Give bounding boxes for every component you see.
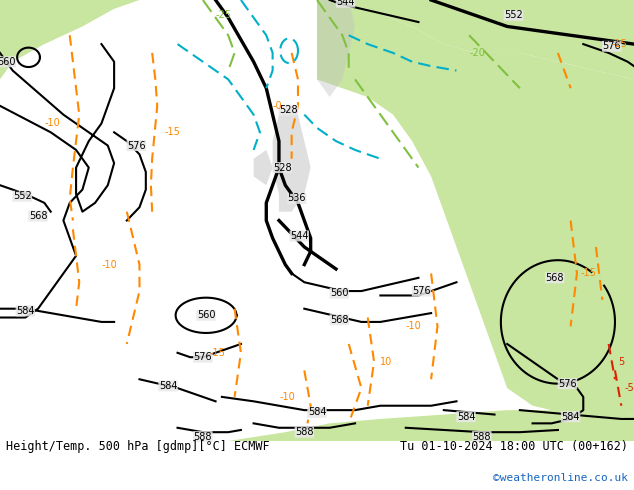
Text: 576: 576	[412, 286, 431, 296]
Polygon shape	[228, 410, 634, 441]
Text: 588: 588	[295, 427, 314, 437]
Text: 568: 568	[330, 315, 349, 325]
Text: -10: -10	[279, 392, 295, 402]
Text: -0: -0	[273, 101, 282, 111]
Text: -15: -15	[580, 269, 596, 278]
Text: -20: -20	[469, 48, 485, 58]
Text: -5: -5	[624, 383, 634, 393]
Text: -15: -15	[165, 127, 181, 137]
Text: 528: 528	[279, 105, 298, 115]
Text: 544: 544	[290, 231, 309, 241]
Text: 568: 568	[29, 211, 48, 221]
Text: 560: 560	[197, 310, 216, 320]
Text: 576: 576	[127, 141, 146, 150]
Text: Tu 01-10-2024 18:00 UTC (00+162): Tu 01-10-2024 18:00 UTC (00+162)	[399, 440, 628, 453]
Text: 568: 568	[545, 273, 564, 283]
Text: 560: 560	[0, 57, 16, 67]
Text: 10: 10	[380, 357, 392, 367]
Text: -10: -10	[406, 321, 422, 331]
Text: 552: 552	[13, 191, 32, 201]
Polygon shape	[317, 0, 634, 415]
Text: 576: 576	[558, 379, 577, 389]
Polygon shape	[0, 0, 139, 79]
Text: -10: -10	[101, 260, 117, 270]
Text: 588: 588	[193, 432, 212, 441]
Text: ©weatheronline.co.uk: ©weatheronline.co.uk	[493, 473, 628, 483]
Text: 584: 584	[16, 306, 35, 316]
Text: 584: 584	[307, 407, 327, 417]
Text: -25: -25	[216, 10, 231, 21]
Polygon shape	[317, 0, 634, 79]
Text: -15: -15	[612, 39, 628, 49]
Polygon shape	[273, 106, 311, 212]
Polygon shape	[254, 150, 273, 185]
Text: 544: 544	[336, 0, 355, 7]
Text: 584: 584	[158, 381, 178, 391]
Text: 552: 552	[504, 10, 523, 21]
Text: 584: 584	[456, 412, 476, 422]
Text: 560: 560	[330, 288, 349, 298]
Text: 584: 584	[561, 412, 580, 422]
Text: 576: 576	[602, 41, 621, 51]
Text: 576: 576	[193, 352, 212, 362]
Text: 528: 528	[273, 163, 292, 172]
Text: -15: -15	[209, 348, 225, 358]
Text: -10: -10	[44, 119, 60, 128]
Text: 536: 536	[287, 194, 306, 203]
Text: 588: 588	[472, 432, 491, 441]
Text: 5: 5	[618, 357, 624, 367]
Text: Height/Temp. 500 hPa [gdmp][°C] ECMWF: Height/Temp. 500 hPa [gdmp][°C] ECMWF	[6, 440, 270, 453]
Polygon shape	[317, 0, 355, 97]
